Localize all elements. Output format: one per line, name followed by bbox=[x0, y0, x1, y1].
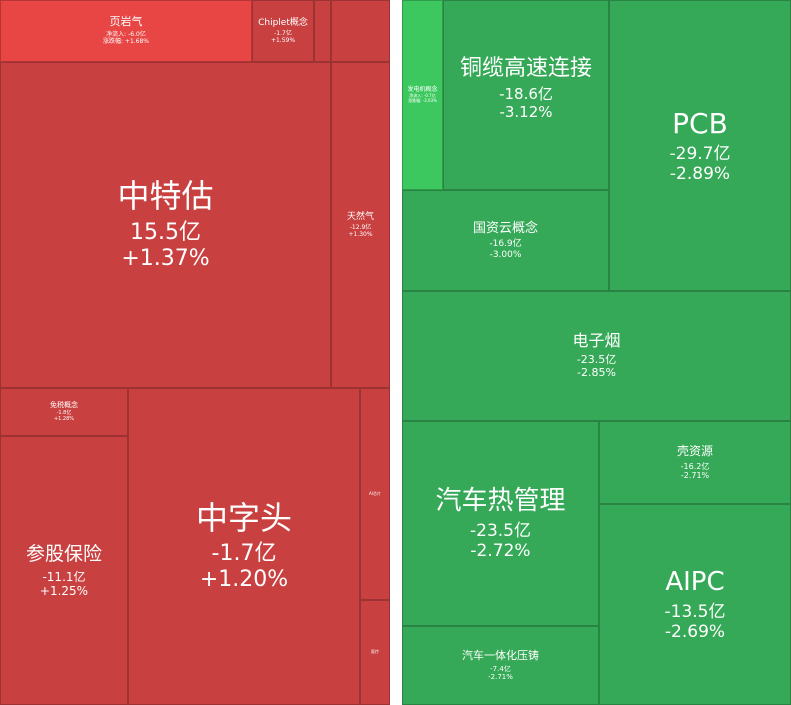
tile-value: -11.1亿 bbox=[42, 569, 86, 584]
tile-value: -23.5亿 bbox=[576, 353, 617, 367]
tile-chiplet[interactable]: Chiplet概念 -1.7亿 +1.59% bbox=[252, 0, 314, 62]
tile-change: -2.69% bbox=[664, 621, 726, 642]
tile-name: 中字头 bbox=[195, 498, 292, 537]
tile-name: 免税概念 bbox=[50, 401, 78, 410]
tile-change: +1.37% bbox=[121, 245, 210, 271]
tile-change: +1.20% bbox=[199, 567, 289, 593]
tile-change: +1.30% bbox=[348, 231, 373, 239]
tile-name: 电子烟 bbox=[572, 330, 621, 350]
tile-value: -1.8亿 bbox=[56, 409, 72, 416]
tile-aipc[interactable]: AIPC -13.5亿 -2.69% bbox=[599, 504, 791, 705]
tile-value: -13.5亿 bbox=[664, 601, 726, 622]
tile-name: 发电机概念 bbox=[407, 86, 438, 94]
tile-value: -7.4亿 bbox=[490, 664, 511, 673]
tile-zhiliao[interactable]: 医疗 bbox=[360, 600, 390, 705]
tile-value: -16.2亿 bbox=[680, 461, 710, 471]
tile-name: 壳资源 bbox=[676, 444, 713, 459]
tile-value: -1.7亿 bbox=[211, 541, 277, 567]
tile-name: 汽车一体化压铸 bbox=[462, 648, 539, 662]
tile-change: +1.28% bbox=[53, 415, 75, 422]
tile-guoziyun[interactable]: 国资云概念 -16.9亿 -3.00% bbox=[402, 190, 609, 291]
tile-fadianji[interactable]: 发电机概念 净流入: -0.7亿 涨跌幅: -3.03% bbox=[402, 0, 443, 190]
tile-aimi[interactable]: AI芯片 bbox=[360, 388, 390, 600]
tile-name: 参股保险 bbox=[25, 543, 102, 566]
tile-value: -16.9亿 bbox=[489, 239, 522, 250]
tile-name: AIPC bbox=[665, 567, 725, 598]
tile-value: -1.7亿 bbox=[274, 30, 292, 38]
tile-name: 铜缆高速连接 bbox=[459, 56, 592, 81]
tile-name: AI芯片 bbox=[369, 490, 381, 496]
tile-dianziyan[interactable]: 电子烟 -23.5亿 -2.85% bbox=[402, 291, 791, 421]
tile-value: 15.5亿 bbox=[130, 219, 201, 245]
tile-name: 汽车热管理 bbox=[435, 485, 566, 516]
tile-change: -2.89% bbox=[669, 164, 731, 185]
tile-name: 国资云概念 bbox=[472, 220, 538, 236]
tile-zhongteku[interactable]: 中特估 15.5亿 +1.37% bbox=[0, 62, 331, 388]
tile-change: -2.71% bbox=[488, 672, 513, 681]
tile-keziyuan[interactable]: 壳资源 -16.2亿 -2.71% bbox=[599, 421, 791, 504]
tile-change: +1.59% bbox=[270, 37, 296, 45]
tile-name: PCB bbox=[672, 106, 728, 140]
tile-value: -12.9亿 bbox=[349, 224, 372, 232]
tile-name: 天然气 bbox=[346, 211, 374, 222]
tile-qicherecheng[interactable]: 汽车热管理 -23.5亿 -2.72% bbox=[402, 421, 599, 626]
tile-change: -3.12% bbox=[499, 102, 553, 121]
tile-change: -3.00% bbox=[489, 249, 522, 260]
tile-tianranqi[interactable]: 天然气 -12.9亿 +1.30% bbox=[331, 62, 390, 388]
tile-mianshui[interactable]: 免税概念 -1.8亿 +1.28% bbox=[0, 388, 128, 436]
tile-zhongzitou[interactable]: 中字头 -1.7亿 +1.20% bbox=[128, 388, 360, 705]
tile-yitihua[interactable]: 汽车一体化压铸 -7.4亿 -2.71% bbox=[402, 626, 599, 705]
tile-change-label: 涨跌幅: +1.68% bbox=[102, 38, 150, 46]
tile-change: +1.25% bbox=[39, 583, 89, 598]
tile-value: -18.6亿 bbox=[499, 84, 553, 103]
tile-pcb[interactable]: PCB -29.7亿 -2.89% bbox=[609, 0, 791, 291]
tile-small-b[interactable] bbox=[331, 0, 390, 62]
tile-tonglan[interactable]: 铜缆高速连接 -18.6亿 -3.12% bbox=[443, 0, 609, 190]
tile-value: -29.7亿 bbox=[669, 143, 731, 164]
tile-name: 医疗 bbox=[371, 649, 379, 655]
tile-value: -23.5亿 bbox=[470, 521, 531, 542]
tile-name: Chiplet概念 bbox=[258, 17, 308, 28]
tile-change: -2.71% bbox=[680, 471, 710, 481]
panel-divider bbox=[390, 0, 402, 705]
tile-yeyanqi[interactable]: 页岩气 净流入: -6.0亿 涨跌幅: +1.68% bbox=[0, 0, 252, 62]
tile-change: -2.72% bbox=[470, 541, 531, 562]
tile-cangu[interactable]: 参股保险 -11.1亿 +1.25% bbox=[0, 436, 128, 705]
tile-change-label: 涨跌幅: -3.03% bbox=[408, 98, 437, 104]
tile-net-label: 净流入: -0.7亿 bbox=[409, 93, 436, 99]
tile-change: -2.85% bbox=[577, 366, 616, 380]
tile-name: 页岩气 bbox=[109, 15, 143, 29]
tile-name: 中特估 bbox=[117, 177, 214, 216]
tile-small-a[interactable] bbox=[314, 0, 331, 62]
tile-net-label: 净流入: -6.0亿 bbox=[106, 31, 146, 39]
